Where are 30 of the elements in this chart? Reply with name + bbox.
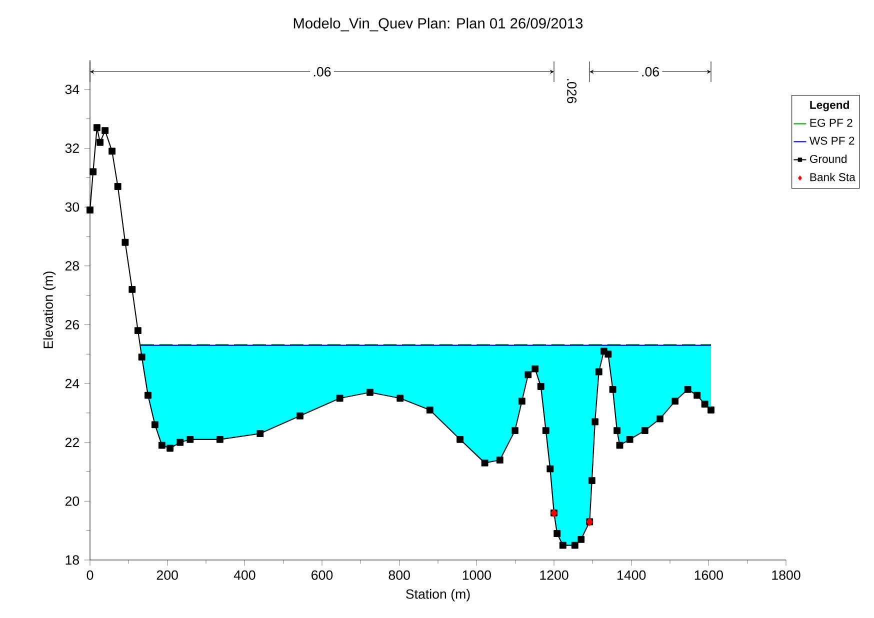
legend-title: Legend [810,100,849,112]
legend-label: Bank Sta [810,172,856,182]
y-tick-label: 24 [65,378,80,388]
annotation: .026 [567,78,577,104]
x-tick-label: 0 [86,570,94,580]
y-tick-label: 22 [65,438,79,448]
y-tick-label: 30 [65,202,80,212]
x-tick-label: 800 [388,570,410,580]
legend-label: Ground [810,154,846,163]
y-tick-label: 28 [65,261,80,271]
annotation: .06 [314,67,331,76]
x-tick-label: 600 [312,570,333,580]
y-axis-title: Elevation (m) [43,272,56,348]
x-tick-label: 1600 [694,570,723,580]
annotation: .06 [642,67,659,76]
y-tick-label: 18 [66,555,80,565]
x-tick-label: 1400 [618,570,646,580]
x-axis-title: Station (m) [406,588,470,602]
x-tick-label: 1800 [772,570,800,580]
y-tick-label: 20 [65,496,80,506]
chart-title: Modelo_Vin_Quev Plan: Plan 01 26/09/2013 [294,18,583,32]
x-tick-label: 400 [234,570,256,580]
y-tick-label: 32 [65,144,79,153]
y-tick-label: 26 [65,320,80,330]
legend-label: EG PF 2 [810,118,852,127]
legend-label: WS PF 2 [809,136,854,145]
x-tick-label: 200 [156,570,178,580]
y-tick-label: 34 [65,84,80,94]
x-tick-label: 1000 [462,570,491,580]
x-tick-label: 1200 [540,570,568,580]
